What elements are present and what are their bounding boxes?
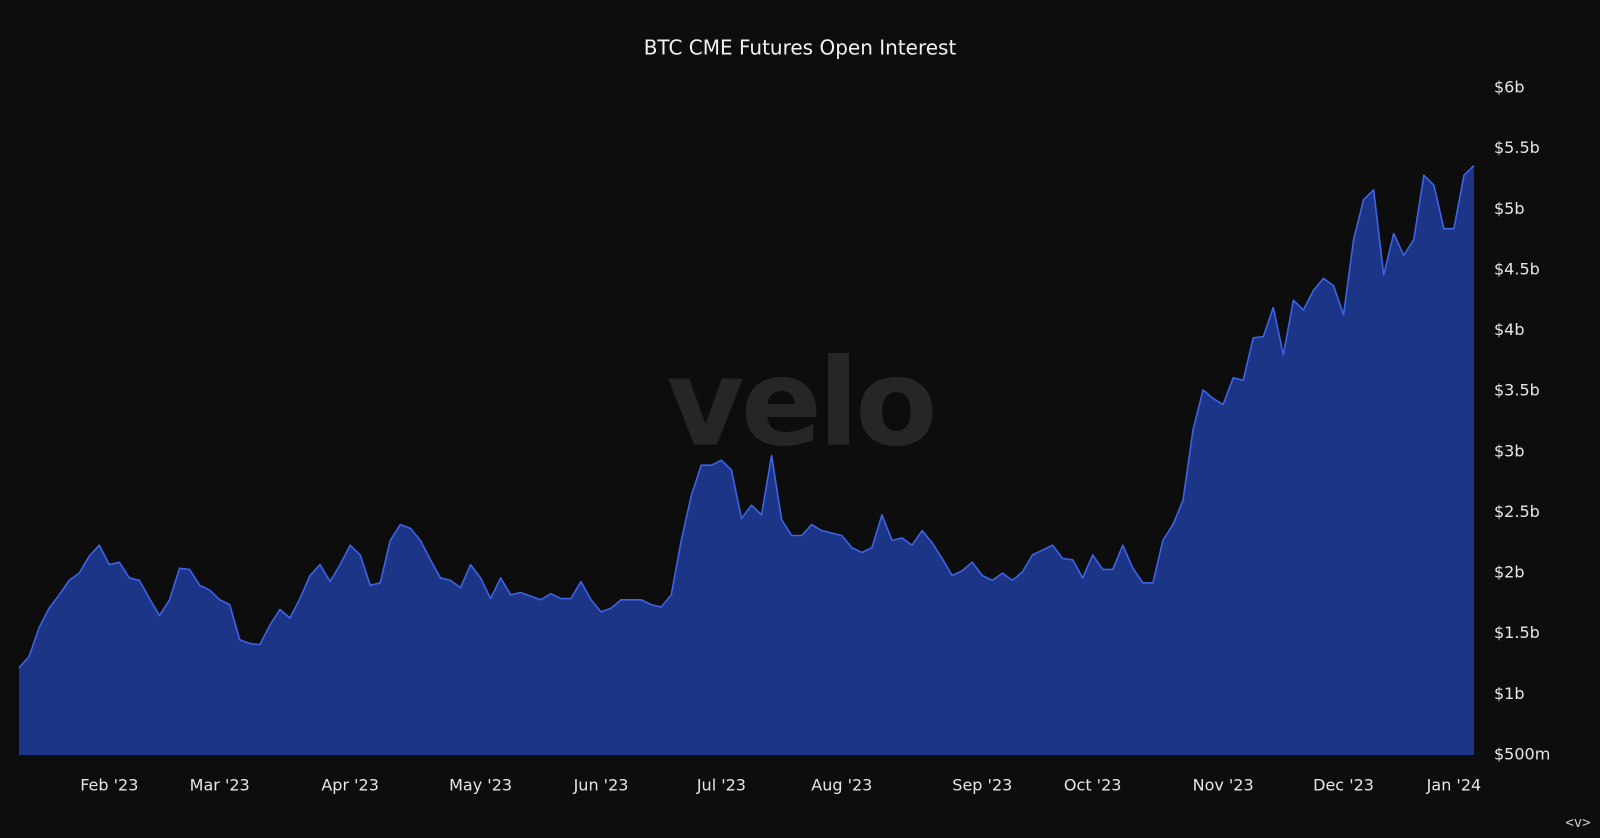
x-tick-label: Jun '23 [573, 776, 629, 795]
plot-area [18, 165, 1475, 756]
x-tick-label: Aug '23 [811, 776, 872, 795]
x-tick-label: May '23 [449, 776, 512, 795]
y-tick-label: $500m [1494, 745, 1550, 764]
y-tick-label: $1b [1494, 684, 1525, 703]
y-tick-label: $5b [1494, 199, 1525, 218]
y-tick-label: $3.5b [1494, 381, 1540, 400]
area [19, 165, 1474, 756]
watermark: velo [666, 335, 933, 474]
y-tick-label: $6b [1494, 78, 1525, 97]
line [18, 165, 1475, 669]
y-tick-label: $2b [1494, 563, 1525, 582]
y-tick-label: $4b [1494, 320, 1525, 339]
y-tick-label: $4.5b [1494, 259, 1540, 278]
x-tick-label: Jan '24 [1426, 776, 1482, 795]
x-tick-label: Apr '23 [321, 776, 379, 795]
corner-icon[interactable]: <v> [1565, 815, 1590, 831]
y-tick-label: $3b [1494, 441, 1525, 460]
x-tick-label: Mar '23 [190, 776, 250, 795]
x-tick-label: Feb '23 [80, 776, 138, 795]
x-tick-label: Dec '23 [1313, 776, 1374, 795]
y-tick-label: $2.5b [1494, 502, 1540, 521]
x-tick-label: Oct '23 [1064, 776, 1122, 795]
x-tick-label: Nov '23 [1193, 776, 1254, 795]
y-tick-label: $1.5b [1494, 623, 1540, 642]
chart-title: BTC CME Futures Open Interest [644, 36, 957, 60]
y-tick-label: $5.5b [1494, 138, 1540, 157]
x-tick-label: Sep '23 [952, 776, 1012, 795]
x-tick-label: Jul '23 [696, 776, 746, 795]
